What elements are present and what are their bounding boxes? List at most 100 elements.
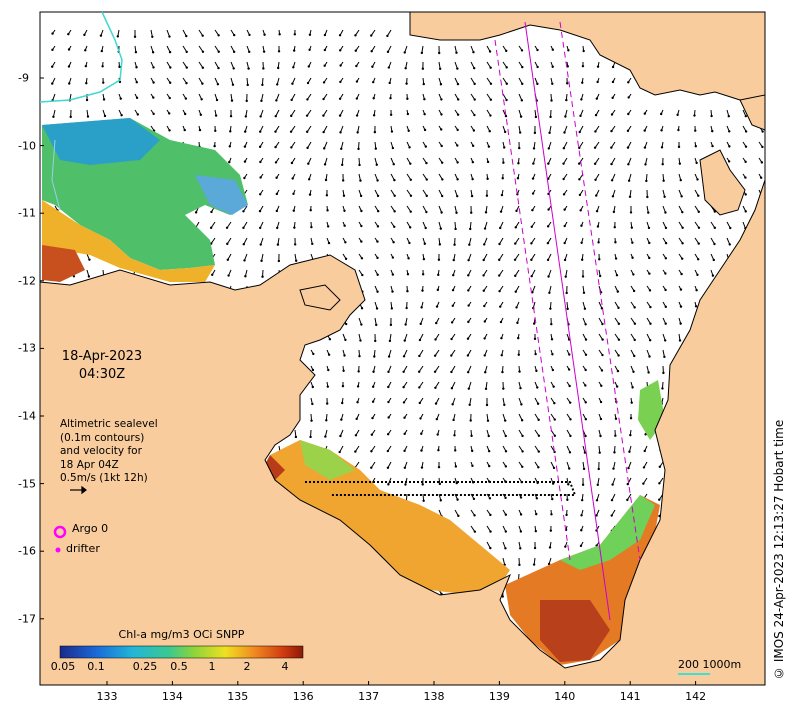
velocity-arrow-head xyxy=(339,64,341,66)
velocity-arrow-head xyxy=(713,259,715,261)
velocity-arrow-head xyxy=(584,384,586,386)
velocity-arrow-head xyxy=(357,370,359,372)
velocity-arrow-head xyxy=(441,145,443,147)
velocity-arrow-head xyxy=(581,499,583,501)
velocity-arrow-head xyxy=(275,177,277,179)
velocity-arrow-head xyxy=(578,162,580,164)
velocity-arrow-head xyxy=(312,386,314,388)
velocity-arrow-head xyxy=(611,113,613,115)
velocity-arrow-head xyxy=(585,418,587,420)
velocity-arrow-head xyxy=(420,433,422,435)
velocity-arrow-head xyxy=(538,435,540,437)
velocity-arrow-head xyxy=(340,148,342,150)
velocity-arrow-head xyxy=(563,147,565,149)
velocity-arrow-head xyxy=(514,242,516,244)
velocity-arrow-head xyxy=(387,401,389,403)
velocity-arrow-head xyxy=(596,499,598,501)
velocity-arrow-head xyxy=(662,179,664,181)
velocity-arrow-head xyxy=(455,52,457,54)
velocity-arrow-head xyxy=(291,177,293,179)
velocity-arrow-head xyxy=(569,401,571,403)
velocity-arrow-head xyxy=(612,81,614,83)
velocity-arrow-head xyxy=(594,147,596,149)
velocity-arrow-head xyxy=(645,180,647,182)
velocity-arrow-head xyxy=(375,147,377,149)
velocity-arrow-head xyxy=(502,177,504,179)
velocity-arrow-head xyxy=(698,227,700,229)
velocity-arrow-head xyxy=(120,97,122,99)
velocity-arrow-head xyxy=(629,434,631,436)
velocity-arrow-head xyxy=(678,146,680,148)
velocity-arrow-head xyxy=(488,465,490,467)
velocity-arrow-head xyxy=(51,32,53,34)
velocity-arrow-head xyxy=(728,130,730,132)
velocity-arrow-head xyxy=(567,483,569,485)
velocity-arrow-head xyxy=(418,386,420,388)
velocity-arrow-head xyxy=(259,210,261,212)
velocity-arrow-head xyxy=(648,227,650,229)
velocity-arrow-head xyxy=(291,83,293,85)
velocity-arrow-head xyxy=(644,112,646,114)
velocity-arrow-head xyxy=(308,49,310,51)
velocity-arrow-head xyxy=(244,275,246,277)
velocity-arrow-head xyxy=(456,67,458,69)
velocity-arrow-head xyxy=(342,179,344,181)
colorbar-tick: 0.05 xyxy=(51,660,76,673)
velocity-arrow-head xyxy=(410,195,412,197)
velocity-arrow-head xyxy=(614,434,616,436)
velocity-arrow-head xyxy=(554,435,556,437)
velocity-arrow-head xyxy=(324,435,326,437)
velocity-arrow-head xyxy=(521,435,523,437)
velocity-arrow-head xyxy=(579,194,581,196)
velocity-arrow-head xyxy=(243,177,245,179)
velocity-arrow-head xyxy=(644,163,646,165)
velocity-arrow-head xyxy=(553,402,555,404)
velocity-arrow-head xyxy=(263,50,265,52)
velocity-arrow-head xyxy=(506,83,508,85)
velocity-arrow-head xyxy=(596,210,598,212)
velocity-arrow-head xyxy=(473,114,475,116)
velocity-arrow-head xyxy=(504,497,506,499)
velocity-arrow-head xyxy=(323,65,325,67)
velocity-arrow-head xyxy=(295,260,297,262)
velocity-arrow-head xyxy=(419,417,421,419)
legend-line: 18 Apr 04Z xyxy=(60,459,158,473)
velocity-arrow-head xyxy=(648,272,650,274)
x-tick-label: 142 xyxy=(685,690,706,703)
velocity-arrow-head xyxy=(504,419,506,421)
velocity-arrow-head xyxy=(580,224,582,226)
velocity-arrow-head xyxy=(51,66,53,68)
velocity-arrow-head xyxy=(658,482,660,484)
velocity-arrow-head xyxy=(354,450,356,452)
velocity-arrow-head xyxy=(357,385,359,387)
velocity-arrow-head xyxy=(579,209,581,211)
velocity-arrow-head xyxy=(487,161,489,163)
date-text: 18-Apr-2023 xyxy=(56,348,148,366)
velocity-arrow-head xyxy=(372,371,374,373)
velocity-arrow-head xyxy=(598,468,600,470)
velocity-arrow-head xyxy=(137,113,139,115)
velocity-arrow-head xyxy=(521,49,523,51)
scale-label: 200 1000m xyxy=(678,658,741,671)
velocity-arrow-head xyxy=(585,401,587,403)
velocity-arrow-head xyxy=(482,274,484,276)
velocity-arrow-head xyxy=(660,113,662,115)
x-tick-label: 140 xyxy=(554,690,575,703)
velocity-arrow-head xyxy=(535,513,537,515)
velocity-arrow-head xyxy=(438,466,440,468)
velocity-arrow-head xyxy=(456,144,458,146)
velocity-arrow-head xyxy=(519,387,521,389)
velocity-arrow-head xyxy=(627,130,629,132)
velocity-arrow-head xyxy=(664,272,666,274)
velocity-arrow-head xyxy=(406,290,408,292)
velocity-arrow-head xyxy=(392,273,394,275)
velocity-arrow-head xyxy=(648,355,650,357)
velocity-arrow-head xyxy=(547,208,549,210)
velocity-arrow-head xyxy=(473,67,475,69)
velocity-arrow-head xyxy=(276,83,278,85)
velocity-arrow-head xyxy=(518,147,520,149)
velocity-arrow-head xyxy=(228,161,230,163)
velocity-arrow-head xyxy=(580,242,582,244)
velocity-arrow-head xyxy=(439,243,441,245)
velocity-arrow-head xyxy=(404,67,406,69)
